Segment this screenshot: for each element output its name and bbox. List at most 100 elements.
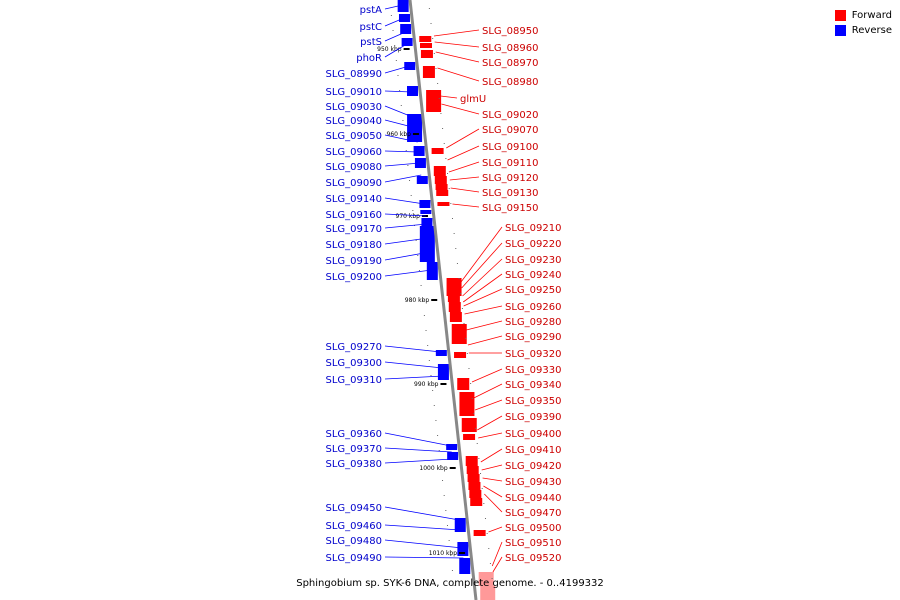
reverse-gene-block: [426, 262, 438, 280]
forward-gene-label[interactable]: SLG_09210: [505, 223, 561, 234]
reverse-gene-label[interactable]: SLG_09050: [326, 131, 382, 142]
reverse-gene-block: [446, 444, 458, 450]
forward-leader-line: [440, 95, 458, 99]
forward-gene-block: [473, 530, 486, 536]
forward-gene-block: [433, 166, 446, 176]
genome-caption: Sphingobium sp. SYK-6 DNA, complete geno…: [296, 578, 604, 589]
reverse-leader-line: [384, 150, 419, 153]
reverse-gene-label[interactable]: SLG_09040: [326, 116, 382, 127]
reverse-gene-label[interactable]: SLG_09380: [326, 459, 382, 470]
forward-gene-label[interactable]: SLG_09320: [505, 349, 561, 360]
forward-gene-label[interactable]: SLG_08970: [482, 58, 538, 69]
reverse-gene-label[interactable]: SLG_09030: [326, 102, 382, 113]
forward-gene-label[interactable]: SLG_09240: [505, 270, 561, 281]
minor-tick: [422, 300, 424, 301]
forward-gene-label[interactable]: SLG_09470: [505, 508, 561, 519]
reverse-gene-label[interactable]: SLG_09060: [326, 147, 382, 158]
forward-gene-label[interactable]: SLG_09100: [482, 142, 538, 153]
reverse-gene-label[interactable]: SLG_09090: [326, 178, 382, 189]
reverse-gene-label[interactable]: SLG_09360: [326, 429, 382, 440]
forward-gene-label[interactable]: SLG_09330: [505, 365, 561, 376]
reverse-leader-line: [384, 105, 416, 119]
minor-tick: [463, 323, 465, 324]
reverse-gene-label[interactable]: phoR: [356, 53, 382, 64]
forward-gene-label[interactable]: SLG_09130: [482, 188, 538, 199]
forward-gene-label[interactable]: SLG_09500: [505, 523, 561, 534]
minor-tick: [407, 165, 409, 166]
reverse-gene-label[interactable]: SLG_09160: [326, 210, 382, 221]
reverse-gene-label[interactable]: SLG_09300: [326, 358, 382, 369]
forward-gene-block: [463, 434, 476, 440]
forward-gene-label[interactable]: SLG_09520: [505, 553, 561, 564]
reverse-gene-label[interactable]: SLG_09370: [326, 444, 382, 455]
minor-tick: [397, 75, 399, 76]
reverse-leader-line: [384, 237, 429, 245]
reverse-gene-label[interactable]: SLG_09270: [326, 342, 382, 353]
forward-leader-line: [447, 145, 480, 161]
reverse-gene-label[interactable]: SLG_09480: [326, 536, 382, 547]
reverse-gene-label[interactable]: SLG_09180: [326, 240, 382, 251]
forward-gene-label[interactable]: SLG_09430: [505, 477, 561, 488]
minor-tick: [458, 278, 460, 279]
forward-gene-label[interactable]: SLG_09230: [505, 255, 561, 266]
forward-gene-label[interactable]: SLG_09290: [505, 332, 561, 343]
reverse-gene-label[interactable]: SLG_09010: [326, 87, 382, 98]
forward-gene-label[interactable]: SLG_09070: [482, 125, 538, 136]
forward-leader-line: [477, 415, 503, 431]
forward-gene-label[interactable]: SLG_09510: [505, 538, 561, 549]
reverse-gene-label[interactable]: SLG_08990: [326, 69, 382, 80]
forward-gene-label[interactable]: SLG_09440: [505, 493, 561, 504]
reverse-leader-line: [384, 539, 463, 549]
forward-gene-label[interactable]: SLG_09150: [482, 203, 538, 214]
minor-tick: [450, 555, 452, 556]
forward-gene-label[interactable]: SLG_09250: [505, 285, 561, 296]
forward-gene-label[interactable]: SLG_08950: [482, 26, 538, 37]
legend-label-forward: Forward: [851, 10, 892, 21]
reverse-gene-label[interactable]: SLG_09460: [326, 521, 382, 532]
forward-gene-label[interactable]: glmU: [460, 94, 486, 105]
reverse-leader-line: [384, 134, 418, 143]
forward-gene-label[interactable]: SLG_09410: [505, 445, 561, 456]
minor-tick: [410, 195, 412, 196]
forward-gene-label[interactable]: SLG_09120: [482, 173, 538, 184]
forward-gene-block: [459, 392, 475, 416]
forward-gene-label[interactable]: SLG_08980: [482, 77, 538, 88]
forward-gene-label[interactable]: SLG_09280: [505, 317, 561, 328]
minor-tick: [461, 308, 463, 309]
forward-gene-block: [478, 572, 494, 586]
reverse-gene-label[interactable]: SLG_09190: [326, 256, 382, 267]
reverse-gene-label[interactable]: SLG_09080: [326, 162, 382, 173]
forward-gene-label[interactable]: SLG_09390: [505, 412, 561, 423]
minor-tick: [415, 240, 417, 241]
ruler-label: 1000 kbp: [419, 465, 447, 472]
forward-gene-label[interactable]: SLG_09400: [505, 429, 561, 440]
reverse-gene-label[interactable]: SLG_09200: [326, 272, 382, 283]
forward-gene-label[interactable]: SLG_09340: [505, 380, 561, 391]
forward-gene-label[interactable]: SLG_09260: [505, 302, 561, 313]
minor-tick: [486, 533, 488, 534]
reverse-gene-label[interactable]: SLG_09170: [326, 224, 382, 235]
forward-gene-label[interactable]: SLG_09220: [505, 239, 561, 250]
forward-gene-label[interactable]: SLG_09350: [505, 396, 561, 407]
minor-tick: [402, 120, 404, 121]
forward-gene-label[interactable]: SLG_09110: [482, 158, 538, 169]
forward-gene-label[interactable]: SLG_08960: [482, 43, 538, 54]
reverse-gene-label[interactable]: SLG_09310: [326, 375, 382, 386]
reverse-gene-label[interactable]: pstA: [360, 5, 382, 16]
forward-gene-label[interactable]: SLG_09020: [482, 110, 538, 121]
forward-gene-block: [419, 36, 432, 42]
forward-leader-line: [473, 383, 503, 399]
minor-tick: [428, 360, 430, 361]
minor-tick: [437, 83, 439, 84]
reverse-gene-label[interactable]: pstS: [360, 37, 382, 48]
reverse-gene-label[interactable]: SLG_09450: [326, 503, 382, 514]
forward-gene-label[interactable]: SLG_09420: [505, 461, 561, 472]
reverse-gene-block: [459, 558, 471, 574]
minor-tick: [440, 113, 442, 114]
minor-tick: [453, 585, 455, 586]
forward-gene-block: [466, 466, 479, 474]
reverse-gene-label[interactable]: SLG_09140: [326, 194, 382, 205]
forward-gene-block: [451, 324, 467, 344]
reverse-gene-label[interactable]: pstC: [360, 22, 382, 33]
reverse-gene-label[interactable]: SLG_09490: [326, 553, 382, 564]
